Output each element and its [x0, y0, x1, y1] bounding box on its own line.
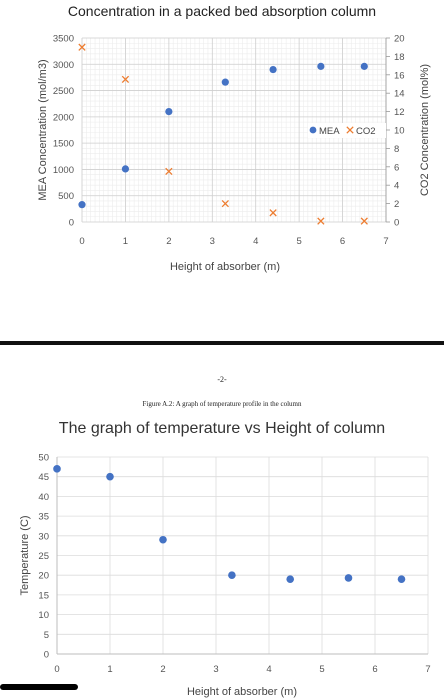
y2-tick-label: 2	[394, 199, 399, 210]
mea-data-point	[269, 65, 277, 74]
y-tick-label: 10	[38, 610, 49, 621]
y-tick-label: 30	[38, 531, 49, 542]
y2-tick-label: 16	[394, 70, 405, 81]
x-tick-label: 2	[166, 236, 171, 247]
x-tick-label: 0	[79, 236, 84, 247]
legend-co2-marker	[346, 126, 354, 134]
y-tick-label: 2000	[53, 112, 74, 123]
x-tick-label: 1	[123, 236, 128, 247]
y-tick-label: 45	[38, 472, 49, 483]
chart-title: Concentration in a packed bed absorption…	[68, 3, 376, 19]
x-tick-label: 4	[266, 664, 271, 675]
y2-tick-label: 8	[394, 144, 399, 155]
page-number: -2-	[217, 375, 227, 384]
co2-data-point	[121, 75, 130, 84]
co2-data-point	[317, 217, 325, 225]
y-tick-label: 1500	[53, 139, 74, 150]
x-tick-label: 4	[253, 236, 258, 247]
figure-caption: Figure A.2: A graph of temperature profi…	[142, 400, 302, 408]
y-tick-label: 3500	[53, 34, 74, 45]
y2-tick-label: 10	[394, 126, 405, 137]
temperature-data-point	[53, 465, 61, 473]
co2-marker-stroke	[165, 167, 173, 176]
mea-data-point	[121, 165, 130, 173]
y-tick-label: 0	[69, 218, 74, 229]
co2-marker-stroke	[269, 209, 277, 217]
x-tick-label: 6	[372, 664, 377, 675]
co2-data-point	[165, 167, 173, 176]
y-tick-label: 15	[38, 590, 49, 601]
temperature-data-point	[228, 571, 236, 579]
legend-mea-label: MEA	[319, 126, 340, 137]
y-axis-label: MEA Concentration (mol/m3)	[37, 59, 49, 200]
co2-marker-stroke	[78, 43, 86, 51]
co2-data-point	[78, 43, 86, 51]
co2-data-point	[360, 217, 368, 225]
y2-tick-label: 20	[394, 34, 405, 45]
y2-tick-label: 0	[394, 218, 399, 229]
x-tick-label: 2	[160, 664, 165, 675]
co2-marker-stroke	[221, 199, 229, 208]
co2-marker-stroke	[360, 217, 368, 225]
co2-marker-stroke	[317, 217, 325, 225]
mea-data-point	[317, 62, 325, 70]
page-divider	[0, 341, 444, 345]
y2-tick-label: 6	[394, 162, 399, 173]
x-tick-label: 3	[210, 236, 215, 247]
mea-data-point	[221, 78, 229, 86]
x-axis-label: Height of absorber (m)	[170, 261, 280, 273]
y-tick-label: 0	[44, 650, 49, 661]
co2-marker-stroke	[121, 75, 130, 84]
legend-mea-marker	[309, 126, 317, 134]
y-tick-label: 3000	[53, 60, 74, 71]
legend-co2-label: CO2	[356, 126, 376, 137]
home-indicator-bar	[0, 684, 78, 690]
mea-data-point	[165, 108, 173, 116]
temperature-data-point	[344, 574, 353, 582]
temperature-data-point	[106, 472, 114, 481]
y2-tick-label: 4	[394, 181, 399, 192]
temperature-data-point	[159, 535, 167, 544]
y-tick-label: 35	[38, 512, 49, 523]
x-tick-label: 6	[340, 236, 345, 247]
concentration-chart: 0500100015002000250030003500024681012141…	[37, 3, 431, 273]
x-tick-label: 5	[296, 236, 301, 247]
x-tick-label: 7	[383, 236, 388, 247]
y2-axis-label: CO2 Concentration (mol%)	[419, 64, 431, 196]
x-tick-label: 0	[54, 664, 59, 675]
y-tick-label: 20	[38, 571, 49, 582]
x-tick-label: 5	[319, 664, 324, 675]
x-tick-label: 7	[425, 664, 430, 675]
y-tick-label: 2500	[53, 86, 74, 97]
x-tick-label: 1	[107, 664, 112, 675]
y-tick-label: 25	[38, 551, 49, 562]
x-tick-label: 3	[213, 664, 218, 675]
chart-title: The graph of temperature vs Height of co…	[59, 420, 385, 437]
legend: MEA CO2	[308, 123, 386, 138]
legend-background	[308, 123, 386, 138]
y-tick-label: 40	[38, 492, 49, 503]
y2-tick-label: 14	[394, 89, 405, 100]
mea-data-point	[78, 201, 86, 209]
x-axis-label: Height of absorber (m)	[187, 686, 297, 698]
mea-data-point	[360, 62, 368, 70]
y-tick-label: 50	[38, 453, 49, 464]
co2-data-point	[221, 199, 229, 208]
temperature-data-point	[397, 575, 406, 583]
y2-tick-label: 18	[394, 52, 405, 63]
y-tick-label: 5	[44, 630, 49, 641]
y-axis-label: Temperature (C)	[19, 515, 31, 595]
y2-tick-label: 12	[394, 107, 405, 118]
temperature-data-point	[286, 575, 295, 583]
y-tick-label: 1000	[53, 165, 74, 176]
y-tick-label: 500	[58, 191, 74, 202]
co2-data-point	[269, 209, 277, 217]
